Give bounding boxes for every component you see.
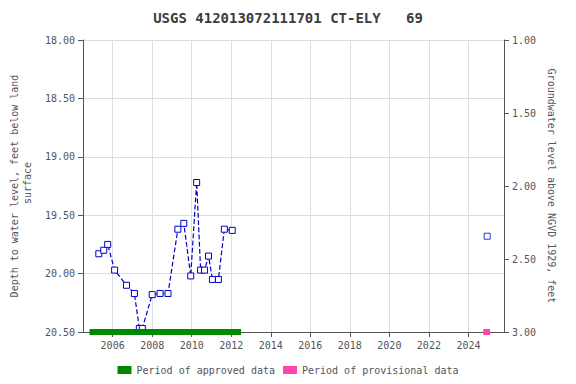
svg-text:Groundwater level above NGVD 1: Groundwater level above NGVD 1929, feet (546, 69, 557, 304)
svg-text:2018: 2018 (338, 340, 362, 351)
svg-text:2006: 2006 (101, 340, 125, 351)
svg-text:2012: 2012 (219, 340, 243, 351)
svg-text:2020: 2020 (377, 340, 401, 351)
svg-text:1.50: 1.50 (512, 108, 536, 119)
svg-text:Period of approved data: Period of approved data (136, 365, 274, 376)
svg-text:2.00: 2.00 (512, 181, 536, 192)
svg-text:20.50: 20.50 (45, 327, 75, 338)
svg-text:Depth to water level, feet bel: Depth to water level, feet below land (9, 75, 20, 298)
svg-text:2014: 2014 (259, 340, 283, 351)
svg-text:surface: surface (22, 162, 33, 210)
svg-text:Period of provisional data: Period of provisional data (302, 365, 459, 376)
svg-text:USGS 412013072111701 CT-ELY: USGS 412013072111701 CT-ELY 69 (153, 10, 423, 26)
svg-text:2016: 2016 (298, 340, 322, 351)
svg-text:18.00: 18.00 (45, 35, 75, 46)
svg-text:3.00: 3.00 (512, 327, 536, 338)
svg-text:19.00: 19.00 (45, 151, 75, 162)
svg-text:2022: 2022 (417, 340, 441, 351)
svg-text:2.50: 2.50 (512, 254, 536, 265)
svg-text:19.50: 19.50 (45, 210, 75, 221)
svg-text:18.50: 18.50 (45, 93, 75, 104)
svg-text:1.00: 1.00 (512, 35, 536, 46)
svg-text:2010: 2010 (180, 340, 204, 351)
svg-text:2008: 2008 (140, 340, 164, 351)
svg-text:2024: 2024 (456, 340, 480, 351)
svg-text:20.00: 20.00 (45, 268, 75, 279)
